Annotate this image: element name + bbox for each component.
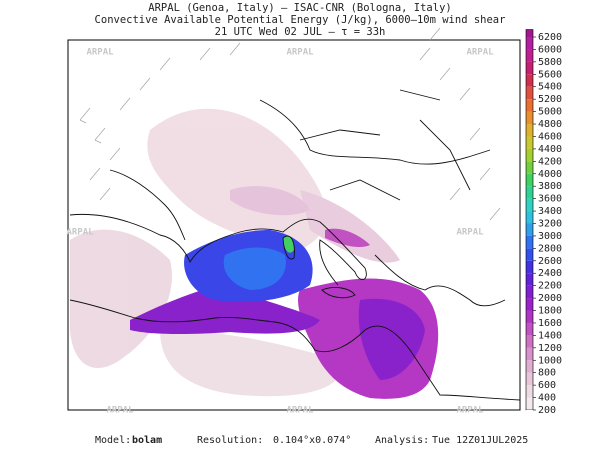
colorbar-label: 2400 — [538, 268, 562, 279]
colorbar-label: 4800 — [538, 119, 562, 130]
colorbar-label: 4000 — [538, 169, 562, 180]
colorbar-label: 2200 — [538, 281, 562, 292]
colorbar-band — [526, 161, 533, 174]
colorbar-label: 3400 — [538, 206, 562, 217]
wind-barbs — [79, 27, 501, 221]
colorbar-band — [526, 385, 533, 398]
watermark: ARPAL — [456, 406, 484, 416]
colorbar-band — [526, 335, 533, 348]
colorbar-band — [526, 322, 533, 336]
colorbar-band — [526, 397, 533, 410]
colorbar-band — [526, 186, 533, 199]
colorbar-band — [526, 74, 533, 87]
colorbar-label: 6200 — [538, 32, 562, 43]
watermark: ARPAL — [286, 406, 314, 416]
colorbar-label: 1400 — [538, 330, 562, 341]
colorbar-label: 2000 — [538, 293, 562, 304]
colorbar-band — [526, 49, 533, 62]
footer-value: bolam — [132, 435, 162, 446]
header-line: Convective Available Potential Energy (J… — [95, 14, 506, 26]
watermark: ARPAL — [86, 48, 114, 58]
colorbar-label: 5400 — [538, 82, 562, 93]
colorbar-label: 3000 — [538, 231, 562, 242]
coastlines — [69, 89, 521, 401]
header-line: ARPAL (Genoa, Italy) – ISAC-CNR (Bologna… — [148, 2, 451, 14]
watermark: ARPAL — [456, 228, 484, 238]
colorbar-band — [526, 111, 533, 125]
colorbar-label: 1600 — [538, 318, 562, 329]
colorbar-label: 5800 — [538, 57, 562, 68]
colorbar-band — [526, 372, 533, 386]
colorbar-label: 1200 — [538, 343, 562, 354]
colorbar-band — [526, 223, 533, 236]
colorbar-band — [526, 235, 533, 249]
colorbar-label: 1800 — [538, 306, 562, 317]
colorbar-band — [526, 86, 533, 100]
colorbar-band — [526, 360, 533, 373]
colorbar-label: 4200 — [538, 156, 562, 167]
colorbar-band — [526, 37, 533, 50]
colorbar-band — [526, 273, 533, 286]
watermark: ARPAL — [106, 406, 134, 416]
colorbar-band — [526, 61, 533, 75]
colorbar-band — [526, 148, 533, 162]
colorbar-band — [526, 99, 533, 112]
colorbar-band — [526, 211, 533, 224]
colorbar-label: 5600 — [538, 69, 562, 80]
colorbar-band — [526, 347, 533, 361]
footer-label: Model: — [95, 435, 131, 446]
colorbar-band — [526, 124, 533, 137]
colorbar-band — [526, 29, 533, 37]
colorbar-label: 600 — [538, 380, 556, 391]
watermarks: ARPAL ARPAL ARPAL ARPAL ARPAL ARPAL ARPAL ARPAL — [66, 48, 494, 416]
colorbar-label: 800 — [538, 368, 556, 379]
colorbar-label: 6000 — [538, 44, 562, 55]
colorbar-band — [526, 260, 533, 274]
watermark: ARPAL — [286, 48, 314, 58]
colorbar-label: 200 — [538, 405, 556, 416]
watermark: ARPAL — [66, 228, 94, 238]
colorbar-band — [526, 136, 533, 149]
colorbar-label: 2800 — [538, 243, 562, 254]
colorbar-label: 5200 — [538, 94, 562, 105]
colorbar-label: 3600 — [538, 194, 562, 205]
watermark: ARPAL — [466, 48, 494, 58]
colorbar-label: 5000 — [538, 107, 562, 118]
footer-value: Tue 12Z01JUL2025 — [432, 435, 528, 446]
colorbar-label: 4400 — [538, 144, 562, 155]
colorbar-band — [526, 285, 533, 299]
colorbar-band — [526, 310, 533, 323]
colorbar-label: 4600 — [538, 131, 562, 142]
colorbar-band — [526, 248, 533, 261]
header-line: 21 UTC Wed 02 JUL – τ = 33h — [215, 26, 386, 38]
footer-value: 0.104°x0.074° — [273, 435, 351, 446]
colorbar-band — [526, 198, 533, 212]
colorbar-band — [526, 173, 533, 187]
map — [67, 27, 521, 411]
colorbar-base — [526, 410, 533, 411]
colorbar-label: 3800 — [538, 181, 562, 192]
footer-label: Analysis: — [375, 435, 429, 446]
colorbar-label: 2600 — [538, 256, 562, 267]
colorbar-band — [526, 298, 533, 311]
footer-label: Resolution: — [197, 435, 263, 446]
colorbar-label: 1000 — [538, 355, 562, 366]
colorbar-label: 3200 — [538, 219, 562, 230]
colorbar-label: 400 — [538, 393, 556, 404]
